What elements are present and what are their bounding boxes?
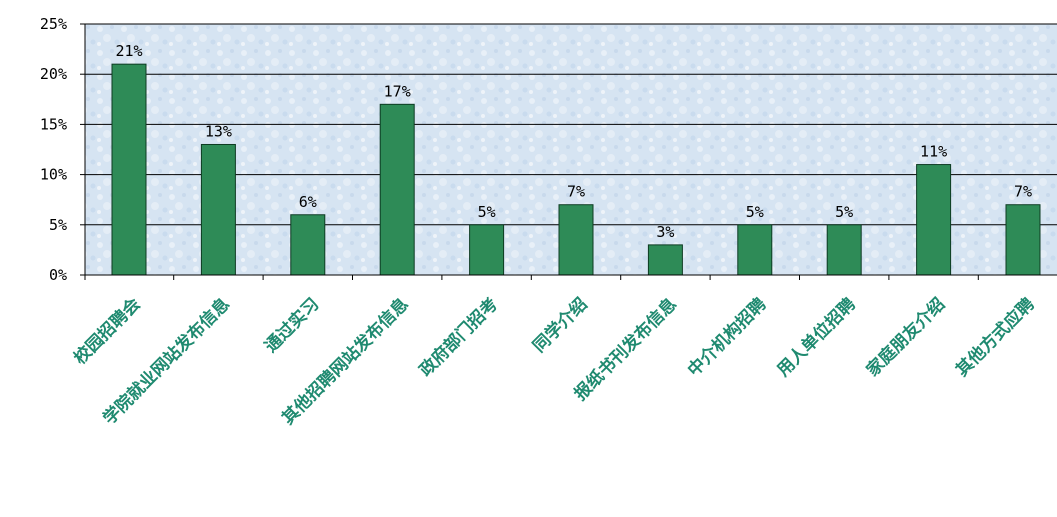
data-label: 13% bbox=[205, 122, 232, 140]
data-label: 7% bbox=[1014, 183, 1032, 201]
data-labels: 21% 13% 6% 17% 5% 7% 3% 5% 5% 11% 7% bbox=[115, 42, 1032, 241]
category-label: 同学介绍 bbox=[529, 294, 592, 357]
data-label: 6% bbox=[299, 193, 317, 211]
category-label: 家庭朋友介绍 bbox=[862, 294, 949, 381]
y-axis-ticks: 0% 5% 10% 15% 20% 25% bbox=[40, 15, 86, 284]
bar bbox=[469, 224, 505, 276]
data-label: 7% bbox=[567, 183, 585, 201]
category-label: 通过实习 bbox=[260, 294, 323, 357]
category-label: 校园招聘会 bbox=[70, 294, 145, 369]
category-label: 用人单位招聘 bbox=[773, 294, 860, 381]
data-label: 5% bbox=[746, 203, 764, 221]
y-tick-label: 0% bbox=[49, 266, 67, 284]
data-label: 3% bbox=[656, 223, 674, 241]
y-tick-label: 10% bbox=[40, 166, 67, 184]
category-label: 中介机构招聘 bbox=[683, 294, 770, 381]
bar bbox=[379, 103, 415, 276]
bar bbox=[826, 224, 862, 276]
data-label: 11% bbox=[920, 143, 947, 161]
bar bbox=[647, 244, 683, 276]
data-label: 5% bbox=[835, 203, 853, 221]
category-label: 其他方式应聘 bbox=[952, 294, 1039, 381]
category-label: 政府部门招考 bbox=[415, 294, 502, 381]
y-tick-label: 20% bbox=[40, 65, 67, 83]
data-label: 17% bbox=[384, 82, 411, 100]
bar bbox=[290, 214, 326, 276]
bar bbox=[200, 143, 236, 276]
y-tick-label: 25% bbox=[40, 15, 67, 33]
x-axis bbox=[84, 274, 1057, 280]
bar-series bbox=[111, 63, 1041, 276]
bar bbox=[1005, 204, 1041, 276]
data-label: 5% bbox=[478, 203, 496, 221]
gridlines bbox=[85, 23, 1057, 226]
bar bbox=[737, 224, 773, 276]
data-label: 21% bbox=[115, 42, 142, 60]
y-tick-label: 15% bbox=[40, 115, 67, 133]
bar bbox=[558, 204, 594, 276]
y-tick-label: 5% bbox=[49, 216, 67, 234]
bar bbox=[111, 63, 147, 276]
bar bbox=[916, 164, 952, 276]
